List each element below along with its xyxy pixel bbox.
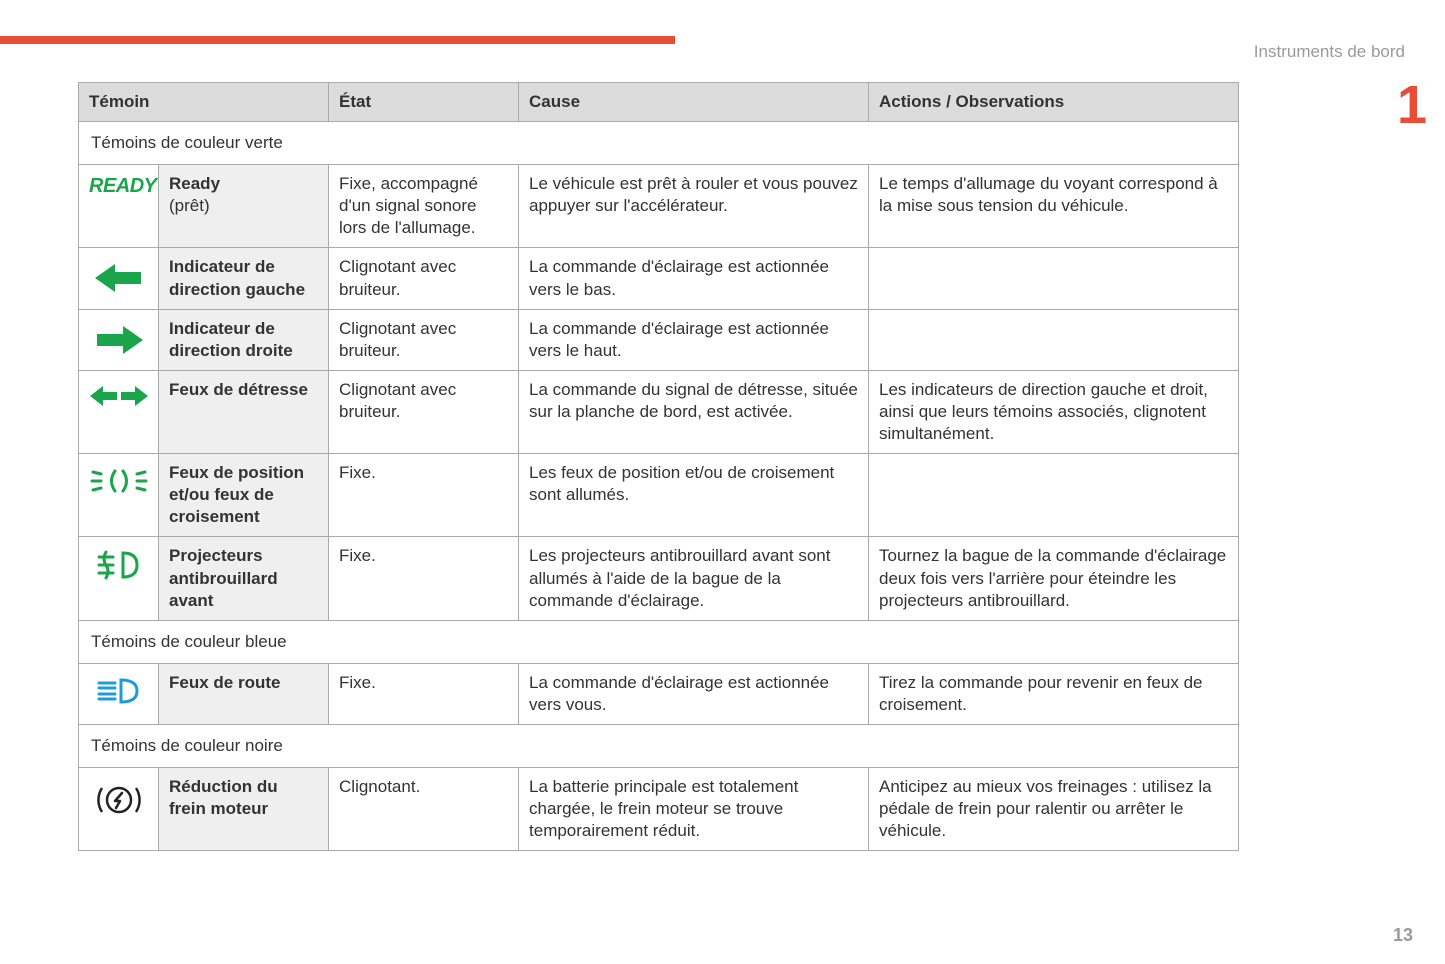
- brake-regen-icon: [94, 780, 144, 820]
- col-header-temoin: Témoin: [79, 83, 329, 122]
- section-header: Instruments de bord: [1254, 42, 1405, 62]
- table-row: READYReady(prêt)Fixe, accompagné d'un si…: [79, 165, 1239, 248]
- high-beam-icon: [95, 676, 143, 706]
- arrow-right-icon: [93, 322, 145, 358]
- col-header-actions: Actions / Observations: [869, 83, 1239, 122]
- indicator-actions: [869, 309, 1239, 370]
- indicator-state: Clignotant.: [329, 768, 519, 851]
- indicator-actions: Anticipez au mieux vos freinages : utili…: [869, 768, 1239, 851]
- indicator-icon-cell: [79, 768, 159, 851]
- indicator-cause: Les projecteurs antibrouillard avant son…: [519, 537, 869, 620]
- section-title: Témoins de couleur verte: [79, 122, 1239, 165]
- indicator-actions: [869, 248, 1239, 309]
- table-row: Réduction du frein moteurClignotant.La b…: [79, 768, 1239, 851]
- table-row: Indicateur de direction gaucheClignotant…: [79, 248, 1239, 309]
- table-row: Feux de position et/ou feux de croisemen…: [79, 454, 1239, 537]
- page-number: 13: [1393, 925, 1413, 946]
- indicator-icon-cell: [79, 248, 159, 309]
- indicators-table: Témoin État Cause Actions / Observations…: [78, 82, 1239, 851]
- indicator-state: Fixe.: [329, 663, 519, 724]
- col-header-etat: État: [329, 83, 519, 122]
- indicator-actions: Le temps d'allumage du voyant correspond…: [869, 165, 1239, 248]
- indicator-cause: Le véhicule est prêt à rouler et vous po…: [519, 165, 869, 248]
- table-row: Feux de routeFixe.La commande d'éclairag…: [79, 663, 1239, 724]
- indicator-state: Clignotant avec bruiteur.: [329, 370, 519, 453]
- accent-bar: [0, 36, 675, 44]
- indicator-state: Clignotant avec bruiteur.: [329, 248, 519, 309]
- indicator-icon-cell: READY: [79, 165, 159, 248]
- arrow-left-icon: [93, 260, 145, 296]
- indicator-cause: La commande d'éclairage est actionnée ve…: [519, 663, 869, 724]
- indicator-name: Indicateur de direction gauche: [159, 248, 329, 309]
- indicator-cause: La commande d'éclairage est actionnée ve…: [519, 309, 869, 370]
- indicator-state: Fixe.: [329, 537, 519, 620]
- indicator-name: Projecteurs antibrouillard avant: [159, 537, 329, 620]
- indicator-icon-cell: [79, 309, 159, 370]
- indicator-cause: La batterie principale est totalement ch…: [519, 768, 869, 851]
- table-row: Projecteurs antibrouillard avantFixe.Les…: [79, 537, 1239, 620]
- chapter-number: 1: [1397, 74, 1427, 136]
- indicator-icon-cell: [79, 370, 159, 453]
- indicator-name: Ready(prêt): [159, 165, 329, 248]
- indicator-actions: Tirez la commande pour revenir en feux d…: [869, 663, 1239, 724]
- indicator-cause: La commande du signal de détresse, situé…: [519, 370, 869, 453]
- indicator-state: Fixe, accompagné d'un signal sonore lors…: [329, 165, 519, 248]
- indicator-state: Fixe.: [329, 454, 519, 537]
- indicator-cause: La commande d'éclairage est actionnée ve…: [519, 248, 869, 309]
- section-title: Témoins de couleur bleue: [79, 620, 1239, 663]
- indicator-actions: Les indicateurs de direction gauche et d…: [869, 370, 1239, 453]
- indicator-cause: Les feux de position et/ou de croisement…: [519, 454, 869, 537]
- indicator-icon-cell: [79, 663, 159, 724]
- table-row: Indicateur de direction droiteClignotant…: [79, 309, 1239, 370]
- table-row: Feux de détresseClignotant avec bruiteur…: [79, 370, 1239, 453]
- indicator-actions: [869, 454, 1239, 537]
- ready-icon: READY: [89, 175, 157, 197]
- indicator-icon-cell: [79, 454, 159, 537]
- indicator-name: Feux de route: [159, 663, 329, 724]
- indicator-name: Réduction du frein moteur: [159, 768, 329, 851]
- indicator-name: Feux de détresse: [159, 370, 329, 453]
- fog-front-icon: [95, 549, 143, 581]
- indicator-actions: Tournez la bague de la commande d'éclair…: [869, 537, 1239, 620]
- section-title: Témoins de couleur noire: [79, 724, 1239, 767]
- indicator-name: Feux de position et/ou feux de croisemen…: [159, 454, 329, 537]
- sidelights-icon: [89, 466, 149, 496]
- indicator-icon-cell: [79, 537, 159, 620]
- indicator-state: Clignotant avec bruiteur.: [329, 309, 519, 370]
- col-header-cause: Cause: [519, 83, 869, 122]
- hazard-icon: [89, 383, 149, 409]
- indicator-name: Indicateur de direction droite: [159, 309, 329, 370]
